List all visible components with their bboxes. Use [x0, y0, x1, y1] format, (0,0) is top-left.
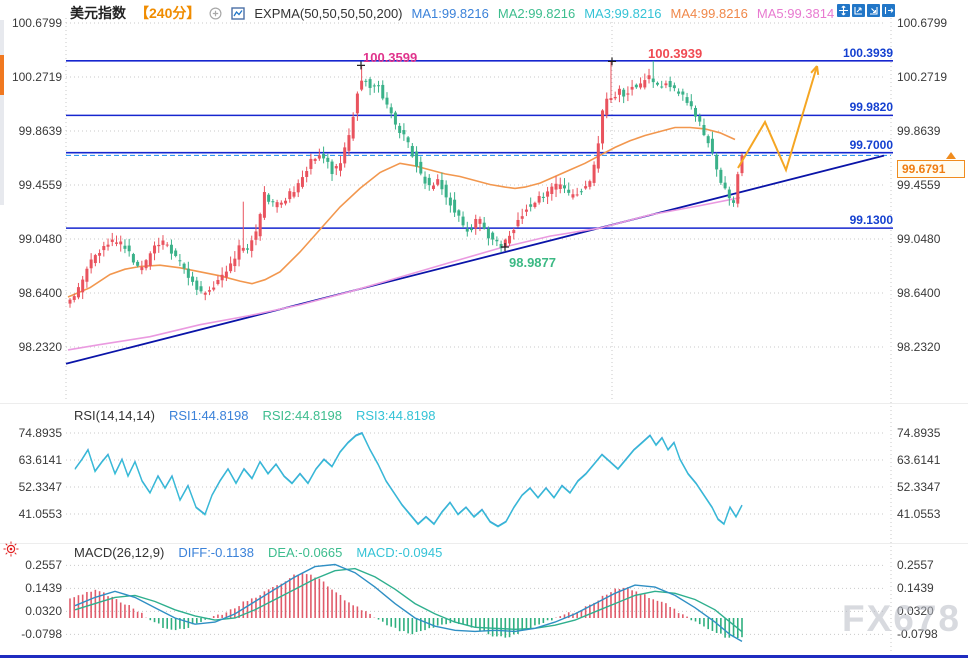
- swing-high-label-2: 100.3939: [648, 46, 703, 61]
- macd-axis-label-left: 0.0320: [25, 604, 62, 619]
- ma2-value: MA2:99.8216: [497, 5, 576, 21]
- rsi-axis-label-right: 52.3347: [897, 480, 941, 494]
- price-up-arrow-icon: [946, 152, 956, 159]
- level-line-label: 99.1300: [849, 213, 893, 228]
- main-axis-label-left: 99.0480: [18, 231, 62, 246]
- ma3-value: MA3:99.8216: [584, 5, 662, 21]
- projection-arrow-group[interactable]: [737, 65, 818, 173]
- y-axis-scale-icon[interactable]: [867, 4, 880, 17]
- symbol-name: 美元指数: [70, 5, 126, 21]
- macd-header: MACD(26,12,9) DIFF:-0.1138 DEA:-0.0665 M…: [74, 545, 442, 560]
- macd-axis-label-left: -0.0798: [21, 627, 62, 642]
- macd-axis-label-left: 0.1439: [25, 581, 62, 596]
- main-axis-label-right: 99.0480: [897, 231, 941, 246]
- chart-move-icon[interactable]: [837, 4, 850, 17]
- rsi-axis-label-left: 41.0553: [18, 507, 62, 521]
- ma4-value: MA4:99.8216: [670, 5, 748, 21]
- chart-toolbar: [837, 4, 895, 17]
- gridlines: [65, 18, 892, 652]
- rsi2-value: RSI2:44.8198: [262, 408, 342, 423]
- left-scrollbar-thumb[interactable]: [0, 55, 4, 95]
- rsi-lines: [74, 431, 743, 528]
- ema200-line: [67, 196, 741, 351]
- rsi3-value: RSI3:44.8198: [355, 408, 436, 423]
- projection-arrowhead: [810, 65, 820, 76]
- macd-dea-value: DEA:-0.0665: [267, 545, 343, 560]
- macd-diff-value: DIFF:-0.1138: [178, 545, 254, 560]
- macd-indicator-name: MACD(26,12,9): [74, 545, 165, 560]
- watermark: FX678: [842, 598, 962, 639]
- rsi-axis-label-right: 63.6141: [897, 453, 941, 467]
- main-axis-label-right: 98.2320: [897, 339, 941, 354]
- main-axis-label-right: 99.4559: [897, 177, 941, 192]
- level-line-label: 99.7000: [849, 137, 893, 152]
- bottom-border: [0, 655, 968, 658]
- rsi-axis-label-right: 74.8935: [897, 426, 941, 440]
- swing-high-label-1: 100.3599: [363, 50, 418, 65]
- macd-axis-label-right: 0.1439: [897, 581, 934, 596]
- dea-line: [74, 567, 743, 633]
- macd-axis-label-right: 0.2557: [897, 558, 934, 573]
- main-axis-label-left: 99.8639: [18, 123, 62, 138]
- indicator-name: EXPMA(50,50,50,50,200): [254, 5, 403, 21]
- macd-histogram: [69, 572, 743, 638]
- left-scrollbar-track[interactable]: [0, 20, 4, 205]
- rsi-axis-label-left: 63.6141: [18, 453, 62, 467]
- panel-separator-macd: [0, 543, 968, 544]
- rsi1-value: RSI1:44.8198: [168, 408, 249, 423]
- panel-separator-rsi: [0, 403, 968, 404]
- price-level-lines[interactable]: [66, 60, 893, 229]
- main-axis-label-right: 98.6400: [897, 285, 941, 300]
- ma5-value: MA5:99.3814: [756, 5, 835, 21]
- ma1-value: MA1:99.8216: [411, 5, 489, 21]
- add-indicator-icon[interactable]: [209, 6, 222, 20]
- diff-line: [74, 563, 743, 643]
- pan-right-icon[interactable]: [882, 4, 895, 17]
- swing-low-label: 98.9877: [509, 255, 556, 270]
- main-axis-label-left: 98.2320: [18, 339, 62, 354]
- macd-axis-label-left: 0.2557: [25, 558, 62, 573]
- chart-title-bar: 美元指数 【240分】 EXPMA(50,50,50,50,200) MA1:9…: [70, 3, 834, 23]
- rsi-axis-label-left: 74.8935: [18, 426, 62, 440]
- macd-lines: [74, 563, 743, 643]
- rsi-line-3: [74, 432, 743, 528]
- main-axis-label-right: 100.2719: [897, 69, 948, 84]
- rsi-axis-label-right: 41.0553: [897, 507, 941, 521]
- level-line-label: 100.3939: [842, 45, 893, 60]
- candlesticks[interactable]: [68, 60, 744, 308]
- rsi-indicator-name: RSI(14,14,14): [74, 408, 155, 423]
- rsi-axis-label-left: 52.3347: [18, 480, 62, 494]
- main-axis-label-right: 100.6799: [897, 16, 948, 30]
- main-axis-label-left: 100.6799: [11, 16, 62, 30]
- projection-arrow: [737, 65, 818, 173]
- trendline[interactable]: [65, 154, 885, 365]
- macd-macd-value: MACD:-0.0945: [356, 545, 443, 560]
- macd-axis-label-right: 0.0320: [897, 604, 934, 619]
- ema50-line: [67, 126, 736, 298]
- rsi-line-1: [74, 431, 743, 527]
- rsi-header: RSI(14,14,14) RSI1:44.8198 RSI2:44.8198 …: [74, 408, 435, 423]
- main-axis-label-left: 98.6400: [18, 285, 62, 300]
- x-axis-scale-icon[interactable]: [852, 4, 865, 17]
- swing-markers: [357, 57, 616, 251]
- main-axis-label-left: 99.4559: [18, 177, 62, 192]
- timeframe-label: 【240分】: [135, 5, 201, 21]
- indicator-chart-icon[interactable]: [231, 6, 246, 20]
- level-line-label: 99.9820: [849, 100, 893, 115]
- main-axis-label-right: 99.8639: [897, 123, 941, 138]
- macd-axis-label-right: -0.0798: [897, 627, 938, 642]
- current-price-badge: 99.6791: [897, 160, 965, 178]
- alarm-icon[interactable]: [3, 541, 19, 562]
- main-axis-label-left: 100.2719: [11, 69, 62, 84]
